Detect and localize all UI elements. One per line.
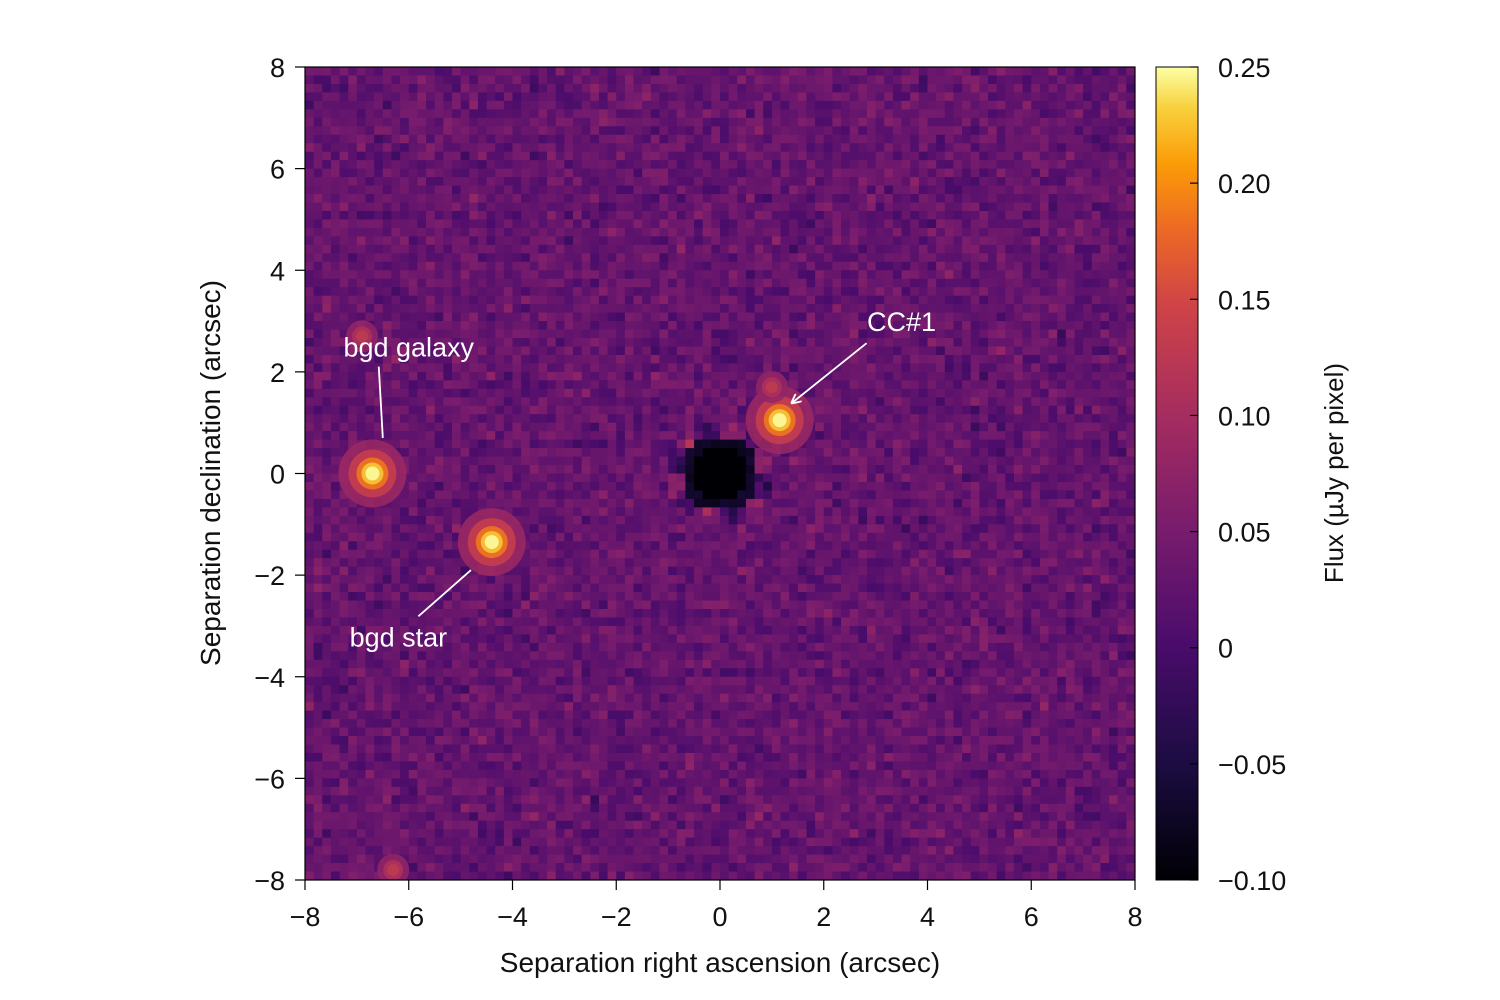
y-tick-label: −6 (254, 764, 285, 794)
source-bgd-star (457, 508, 526, 577)
y-tick-label: 6 (270, 155, 285, 185)
colorbar-tick-label: 0.15 (1218, 285, 1271, 315)
x-tick-label: −4 (497, 902, 528, 932)
y-tick-label: −8 (254, 866, 285, 896)
source-faint-5 (755, 371, 788, 404)
x-tick-label: −6 (393, 902, 424, 932)
x-tick-label: 8 (1127, 902, 1142, 932)
y-tick-label: −2 (254, 561, 285, 591)
colorbar-label: Flux (µJy per pixel) (1319, 363, 1349, 583)
annotation-line-bgd-galaxy (377, 366, 384, 438)
x-tick-label: −2 (601, 902, 632, 932)
colorbar-tick-label: 0.25 (1218, 53, 1271, 83)
colorbar-tick-label: 0.20 (1218, 169, 1271, 199)
x-axis: −8 −6 −4 −2 0 2 4 6 8 (290, 880, 1143, 932)
y-axis: −8 −6 −4 −2 0 2 4 6 8 (254, 53, 305, 896)
colorbar-axis: −0.10 −0.05 0 0.05 0.10 0.15 0.20 0.25 (1190, 53, 1286, 896)
source-bgd-galaxy (338, 439, 407, 508)
colorbar-tick-label: 0 (1218, 634, 1233, 664)
y-axis-label: Separation declination (arcsec) (195, 280, 226, 666)
x-tick-label: 0 (712, 902, 727, 932)
x-tick-label: −8 (290, 902, 321, 932)
source-faint-4 (377, 853, 410, 880)
y-tick-label: 0 (270, 460, 285, 490)
x-tick-label: 6 (1024, 902, 1039, 932)
source-faint-3 (346, 320, 379, 353)
annotation-layer: CC#1 bgd galaxy bgd star (343, 307, 936, 652)
x-axis-label: Separation right ascension (arcsec) (500, 947, 940, 978)
y-tick-label: 2 (270, 358, 285, 388)
x-tick-label: 4 (920, 902, 935, 932)
y-tick-label: 8 (270, 53, 285, 83)
y-tick-label: −4 (254, 663, 285, 693)
colorbar-tick-label: −0.10 (1218, 866, 1286, 896)
x-tick-label: 2 (816, 902, 831, 932)
colorbar-tick-label: 0.10 (1218, 401, 1271, 431)
colorbar-tick-label: −0.05 (1218, 750, 1286, 780)
annotation-bgd-galaxy: bgd galaxy (343, 333, 474, 363)
y-tick-label: 4 (270, 256, 285, 286)
annotation-bgd-star: bgd star (350, 622, 448, 652)
heatmap-image (305, 67, 1135, 880)
annotation-arrow-cc-1 (793, 342, 868, 402)
annotation-line-bgd-star (417, 569, 472, 617)
colorbar-tick-label: 0.05 (1218, 518, 1271, 548)
colorbar (1155, 66, 1199, 881)
annotation-cc-1: CC#1 (867, 307, 936, 337)
